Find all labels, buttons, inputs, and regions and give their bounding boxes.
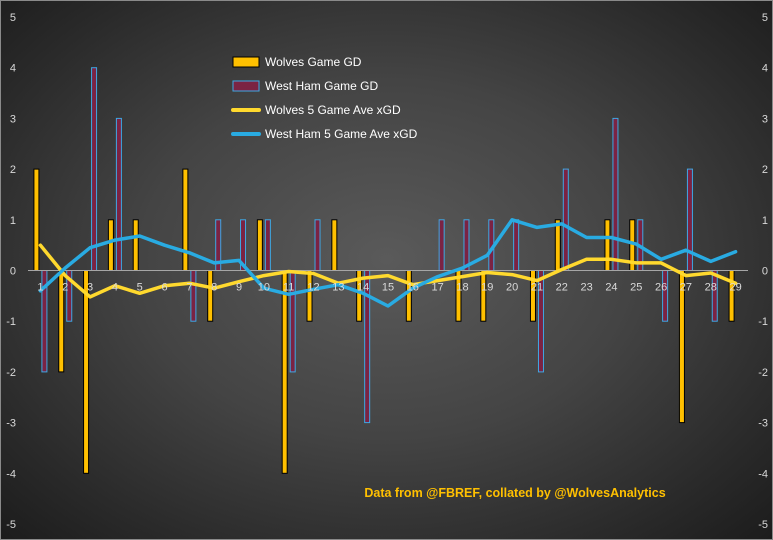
y-tick-labels-left: -5 -4 -3 -2 -1 0 1 2 3 4 5 bbox=[6, 12, 16, 531]
westham-gd-bar-12 bbox=[314, 219, 321, 272]
x-tick-label: 10 bbox=[258, 282, 270, 294]
westham-gd-bar-22 bbox=[562, 168, 569, 272]
legend-swatch bbox=[232, 80, 260, 92]
wolves-gd-bar-7 bbox=[182, 168, 189, 272]
bars-layer bbox=[33, 67, 735, 474]
x-tick-label: 9 bbox=[236, 282, 242, 294]
x-tick-label: 8 bbox=[211, 282, 217, 294]
westham-gd-bar-10 bbox=[264, 219, 271, 272]
y-tick-label-right: 5 bbox=[762, 12, 768, 24]
y-tick-label-left: -4 bbox=[6, 468, 16, 480]
x-tick-label: 13 bbox=[332, 282, 344, 294]
westham-gd-bar-24 bbox=[612, 117, 619, 272]
wolves-gd-bar-4 bbox=[107, 219, 114, 272]
x-tick-label: 18 bbox=[456, 282, 468, 294]
y-tick-label-right: 3 bbox=[762, 113, 768, 125]
y-tick-label-left: 4 bbox=[10, 63, 16, 75]
y-tick-label-left: 2 bbox=[10, 164, 16, 176]
y-tick-label-left: 3 bbox=[10, 113, 16, 125]
wolves-gd-bar-24 bbox=[604, 219, 611, 272]
y-tick-label-right: -2 bbox=[758, 367, 768, 379]
source-annotation: Data from @FBREF, collated by @WolvesAna… bbox=[364, 486, 665, 500]
x-tick-label: 12 bbox=[307, 282, 319, 294]
x-tick-label: 15 bbox=[382, 282, 394, 294]
legend-entry-label: Wolves Game GD bbox=[265, 55, 362, 69]
x-tick-label: 1 bbox=[37, 282, 43, 294]
y-tick-label-right: -3 bbox=[758, 418, 768, 430]
wolves-gd-bar-10 bbox=[256, 219, 263, 272]
legend-entry-label: Wolves 5 Game Ave xGD bbox=[265, 103, 401, 117]
y-tick-label-right: 2 bbox=[762, 164, 768, 176]
wolves-xgd-line bbox=[38, 243, 738, 299]
wolves-gd-bar-8 bbox=[207, 270, 214, 322]
legend: Wolves Game GD West Ham Game GD Wolves 5 G… bbox=[231, 55, 418, 141]
y-tick-label-left: 0 bbox=[10, 266, 16, 278]
x-tick-label: 4 bbox=[112, 282, 118, 294]
x-tick-label: 17 bbox=[432, 282, 444, 294]
wolves-gd-bar-22 bbox=[554, 219, 561, 272]
wolves-gd-bar-11 bbox=[281, 270, 288, 474]
x-tick-label: 21 bbox=[531, 282, 543, 294]
x-tick-label: 14 bbox=[357, 282, 369, 294]
wolves-gd-bar-12 bbox=[306, 270, 313, 322]
x-tick-label: 26 bbox=[655, 282, 667, 294]
x-tick-label: 16 bbox=[407, 282, 419, 294]
westham-gd-bar-18 bbox=[463, 219, 470, 272]
legend-entry-label: West Ham Game GD bbox=[265, 79, 378, 93]
westham-gd-bar-17 bbox=[438, 219, 445, 272]
x-tick-label: 5 bbox=[137, 282, 143, 294]
y-tick-label-left: -5 bbox=[6, 519, 16, 531]
lines-layer bbox=[38, 218, 738, 308]
y-tick-label-left: -2 bbox=[6, 367, 16, 379]
y-tick-label-right: 0 bbox=[762, 266, 768, 278]
x-tick-label: 11 bbox=[283, 282, 294, 294]
x-tick-label: 24 bbox=[605, 282, 617, 294]
wolves-gd-bar-1 bbox=[33, 168, 40, 272]
y-tick-label-right: 4 bbox=[762, 63, 768, 75]
westham-gd-bar-27 bbox=[686, 168, 693, 272]
x-tick-label: 23 bbox=[580, 282, 592, 294]
wolves-gd-bar-16 bbox=[405, 270, 412, 322]
y-tick-label-left: -3 bbox=[6, 418, 16, 430]
y-tick-label-left: 1 bbox=[10, 215, 16, 227]
x-tick-label: 19 bbox=[481, 282, 493, 294]
legend-swatch bbox=[232, 56, 260, 68]
westham-xgd-line bbox=[38, 218, 738, 308]
y-tick-label-right: -4 bbox=[758, 468, 768, 480]
y-tick-label-right: 1 bbox=[762, 215, 768, 227]
westham-gd-bar-28 bbox=[711, 270, 718, 322]
x-tick-label: 7 bbox=[186, 282, 192, 294]
westham-gd-bar-26 bbox=[662, 270, 669, 322]
wolves-gd-bar-19 bbox=[480, 270, 487, 322]
wolves-gd-bar-3 bbox=[83, 270, 90, 474]
x-tick-label: 28 bbox=[705, 282, 717, 294]
legend-entry-label: West Ham 5 Game Ave xGD bbox=[265, 127, 418, 141]
y-tick-label-left: 5 bbox=[10, 12, 16, 24]
westham-gd-bar-3 bbox=[91, 67, 98, 271]
x-tick-label: 2 bbox=[62, 282, 68, 294]
y-tick-label-right: -1 bbox=[758, 316, 768, 328]
x-tick-label: 29 bbox=[729, 282, 741, 294]
westham-gd-bar-7 bbox=[190, 270, 197, 322]
y-tick-label-left: -1 bbox=[6, 316, 16, 328]
westham-gd-bar-4 bbox=[115, 117, 122, 272]
y-tick-label-right: -5 bbox=[758, 519, 768, 531]
y-tick-labels-right: -5 -4 -3 -2 -1 0 1 2 3 4 5 bbox=[758, 12, 768, 531]
x-tick-label: 27 bbox=[680, 282, 692, 294]
wolves-gd-bar-13 bbox=[331, 219, 338, 272]
x-tick-label: 20 bbox=[506, 282, 518, 294]
wolves-gd-bar-5 bbox=[132, 219, 139, 272]
x-tick-label: 22 bbox=[556, 282, 568, 294]
x-tick-label: 6 bbox=[161, 282, 167, 294]
x-tick-label: 3 bbox=[87, 282, 93, 294]
x-tick-labels: 1 2 3 4 5 6 7 8 9 10 11 12 13 14 15 16 17 18 19 20 21 22 23 24 2… bbox=[37, 282, 741, 294]
wolves-gd-bar-29 bbox=[728, 270, 735, 322]
westham-gd-bar-20 bbox=[513, 219, 520, 272]
x-tick-label: 25 bbox=[630, 282, 642, 294]
